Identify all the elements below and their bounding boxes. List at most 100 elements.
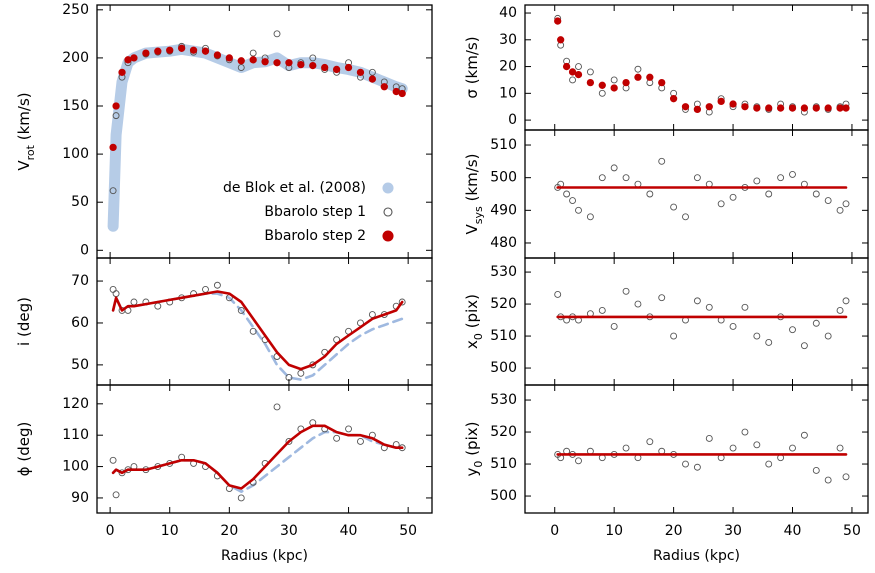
x-tick-label: 0 bbox=[106, 523, 115, 539]
legend-label: Bbarolo step 1 bbox=[264, 204, 366, 220]
point bbox=[670, 332, 678, 340]
point bbox=[586, 68, 594, 76]
point bbox=[557, 36, 565, 44]
line bbox=[111, 424, 404, 490]
y-axis-label-part: V bbox=[15, 160, 33, 171]
y-tick-label: 20 bbox=[499, 59, 517, 75]
point bbox=[800, 342, 808, 350]
point bbox=[213, 51, 222, 59]
y-axis-label-part: σ (km/s) bbox=[463, 36, 481, 98]
point bbox=[237, 494, 245, 502]
point bbox=[598, 307, 606, 314]
y-axis-label: ϕ (deg) bbox=[15, 422, 33, 477]
frame bbox=[524, 129, 869, 259]
point bbox=[357, 438, 364, 445]
point bbox=[717, 200, 725, 208]
point bbox=[824, 332, 832, 340]
y-tick-label: 500 bbox=[490, 360, 517, 376]
y-axis-label-part: i (deg) bbox=[15, 297, 33, 346]
panel: 0 50 100 150 200 250 Vrot (km/s) de Blok et al.… bbox=[15, 2, 433, 259]
point bbox=[693, 174, 701, 182]
y-axis-label-sub: 0 bbox=[472, 333, 485, 340]
y-tick-label: 110 bbox=[62, 427, 89, 443]
point bbox=[109, 456, 117, 464]
plot-area bbox=[554, 14, 850, 116]
point bbox=[332, 65, 341, 74]
point bbox=[610, 164, 618, 172]
point bbox=[789, 170, 796, 178]
point bbox=[118, 469, 126, 477]
x-tick-label: 50 bbox=[399, 523, 417, 539]
point bbox=[166, 46, 174, 54]
point bbox=[598, 174, 606, 182]
y-tick-label: 100 bbox=[62, 146, 89, 162]
point bbox=[285, 438, 293, 445]
legend-marker bbox=[382, 182, 394, 194]
point bbox=[622, 444, 630, 452]
plot-area bbox=[109, 281, 406, 381]
point bbox=[586, 213, 594, 221]
point bbox=[124, 56, 132, 64]
point bbox=[765, 104, 773, 112]
x-tick-label: 20 bbox=[220, 523, 238, 539]
y-tick-label: 0 bbox=[80, 242, 89, 258]
point bbox=[130, 298, 138, 306]
point bbox=[392, 87, 400, 96]
point bbox=[368, 68, 376, 76]
point bbox=[189, 46, 198, 54]
point bbox=[717, 97, 725, 106]
point bbox=[729, 444, 737, 452]
line bbox=[111, 290, 404, 371]
point bbox=[836, 444, 844, 452]
legend-marker bbox=[383, 207, 393, 217]
point bbox=[753, 104, 761, 112]
y-tick-label: 60 bbox=[71, 315, 89, 331]
y-tick-label: 500 bbox=[490, 488, 517, 504]
frame bbox=[96, 384, 433, 514]
point bbox=[842, 473, 850, 481]
point bbox=[669, 95, 678, 103]
y-axis-label: y0 (pix) bbox=[463, 422, 485, 477]
x-axis-label: Radius (kpc) bbox=[653, 548, 740, 564]
point bbox=[297, 369, 305, 377]
point bbox=[118, 68, 126, 76]
point bbox=[682, 460, 689, 468]
point bbox=[800, 104, 809, 112]
y-tick-label: 530 bbox=[490, 392, 517, 408]
panel: 480 490 500 510 Vsys (km/s) bbox=[463, 129, 869, 259]
line bbox=[111, 430, 404, 493]
point bbox=[368, 75, 377, 83]
point bbox=[225, 54, 233, 62]
x-tick-label: 10 bbox=[161, 523, 179, 539]
point bbox=[705, 103, 713, 111]
plot-area bbox=[109, 403, 406, 502]
point bbox=[753, 441, 761, 449]
point bbox=[842, 200, 850, 208]
point bbox=[202, 285, 209, 293]
point bbox=[836, 307, 844, 314]
y-tick-label: 120 bbox=[62, 396, 89, 412]
point bbox=[693, 297, 701, 305]
point bbox=[646, 190, 654, 198]
x-tick-label: 30 bbox=[724, 523, 742, 539]
point bbox=[273, 30, 281, 38]
point bbox=[569, 76, 577, 84]
frame bbox=[96, 4, 433, 259]
point bbox=[273, 403, 281, 411]
y-tick-label: 520 bbox=[490, 424, 517, 440]
point bbox=[693, 463, 701, 471]
plot-area bbox=[554, 287, 850, 350]
y-axis-label-part: (km/s) bbox=[15, 92, 33, 145]
point bbox=[380, 83, 388, 91]
point bbox=[682, 213, 689, 221]
point bbox=[154, 47, 162, 55]
point bbox=[562, 62, 571, 71]
point bbox=[598, 89, 606, 97]
y-tick-label: 510 bbox=[490, 328, 517, 344]
point bbox=[646, 438, 654, 446]
point bbox=[261, 58, 269, 66]
point bbox=[634, 73, 642, 81]
y-tick-label: 520 bbox=[490, 296, 517, 312]
point bbox=[634, 300, 642, 308]
